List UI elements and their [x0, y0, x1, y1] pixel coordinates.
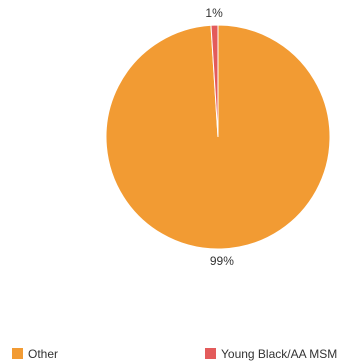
pie-slice-young-black-aa-msm[interactable]	[210, 24, 219, 138]
legend-item-young-black-aa-msm[interactable]: Young Black/AA MSM	[205, 347, 337, 361]
legend-item-other[interactable]: Other	[12, 347, 58, 361]
legend-label-young-black-aa-msm: Young Black/AA MSM	[221, 347, 337, 361]
slice-label-young-black-aa-msm: 1%	[205, 6, 223, 20]
legend-swatch-young-black-aa-msm	[205, 348, 216, 359]
pie-slices	[105, 24, 331, 250]
chart-legend: Other Young Black/AA MSM	[12, 347, 337, 361]
legend-label-other: Other	[28, 347, 58, 361]
slice-label-other: 99%	[210, 254, 234, 268]
pie-slice-labels: 99% 1%	[205, 6, 234, 268]
legend-swatch-other	[12, 348, 23, 359]
